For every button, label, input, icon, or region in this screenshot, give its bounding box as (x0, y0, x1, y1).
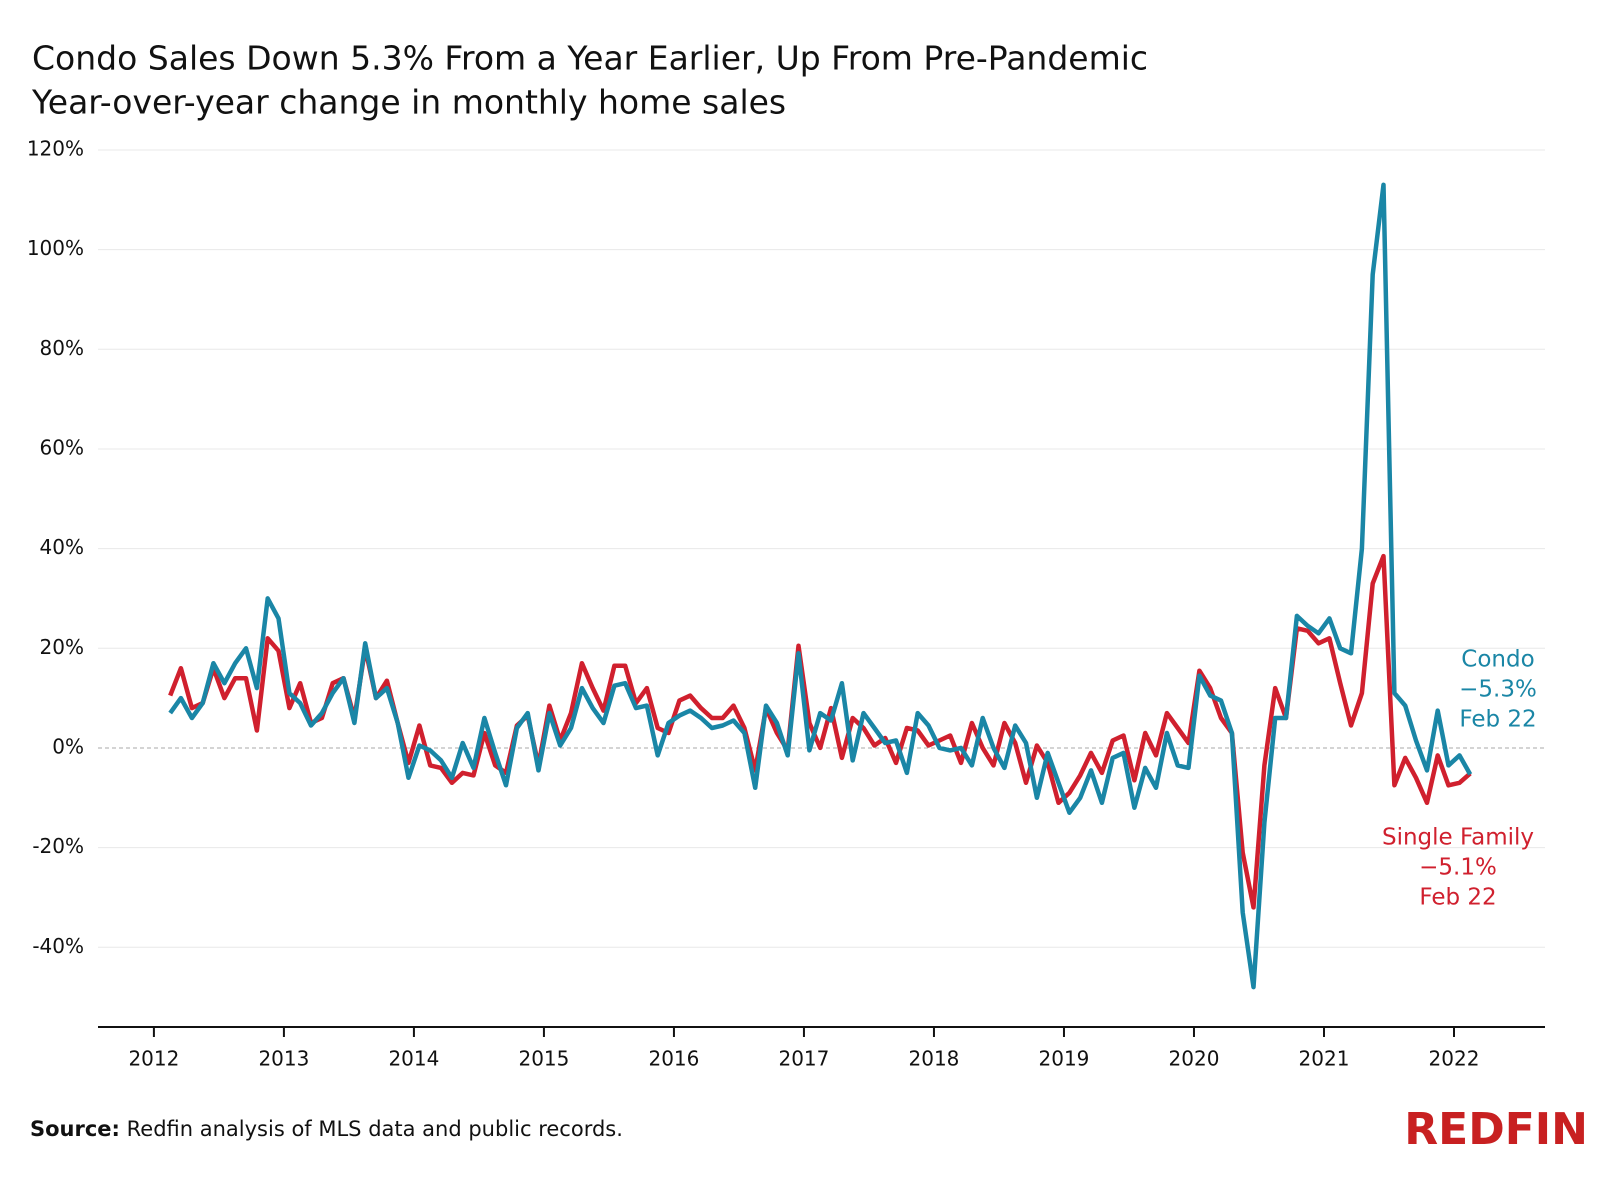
x-tick-label: 2019 (1039, 1047, 1090, 1071)
annotation: Condo (1461, 647, 1534, 673)
annotation: −5.1% (1419, 855, 1497, 881)
y-tick-label: -40% (32, 934, 84, 958)
x-tick-label: 2018 (909, 1047, 960, 1071)
x-tick-label: 2016 (648, 1047, 699, 1071)
annotation: Feb 22 (1419, 885, 1496, 911)
x-tick-label: 2015 (518, 1047, 569, 1071)
chart-subtitle: Year-over-year change in monthly home sa… (31, 83, 786, 122)
y-tick-label: 40% (40, 535, 84, 559)
y-tick-label: -20% (32, 834, 84, 858)
x-tick-label: 2014 (388, 1047, 439, 1071)
y-tick-label: 20% (40, 635, 84, 659)
x-tick-label: 2012 (128, 1047, 179, 1071)
annotation: Single Family (1382, 825, 1534, 851)
logo: REDFIN (1404, 1104, 1588, 1155)
series-line (168, 553, 1472, 910)
x-tick-label: 2022 (1429, 1047, 1480, 1071)
y-tick-label: 120% (27, 136, 84, 160)
chart-title: Condo Sales Down 5.3% From a Year Earlie… (32, 39, 1148, 78)
x-tick-label: 2020 (1169, 1047, 1220, 1071)
y-tick-label: 0% (52, 734, 84, 758)
annotation: −5.3% (1459, 677, 1537, 703)
y-tick-label: 80% (40, 336, 84, 360)
annotation: Feb 22 (1459, 707, 1536, 733)
y-tick-label: 100% (27, 236, 84, 260)
source-text: Redfin analysis of MLS data and public r… (127, 1117, 623, 1141)
x-tick-label: 2013 (258, 1047, 309, 1071)
series-line (168, 182, 1473, 990)
source-label: Source: (30, 1117, 120, 1141)
x-tick-label: 2021 (1299, 1047, 1350, 1071)
x-tick-label: 2017 (778, 1047, 829, 1071)
y-tick-label: 60% (40, 435, 84, 459)
source: Source: Redfin analysis of MLS data and … (30, 1117, 623, 1141)
